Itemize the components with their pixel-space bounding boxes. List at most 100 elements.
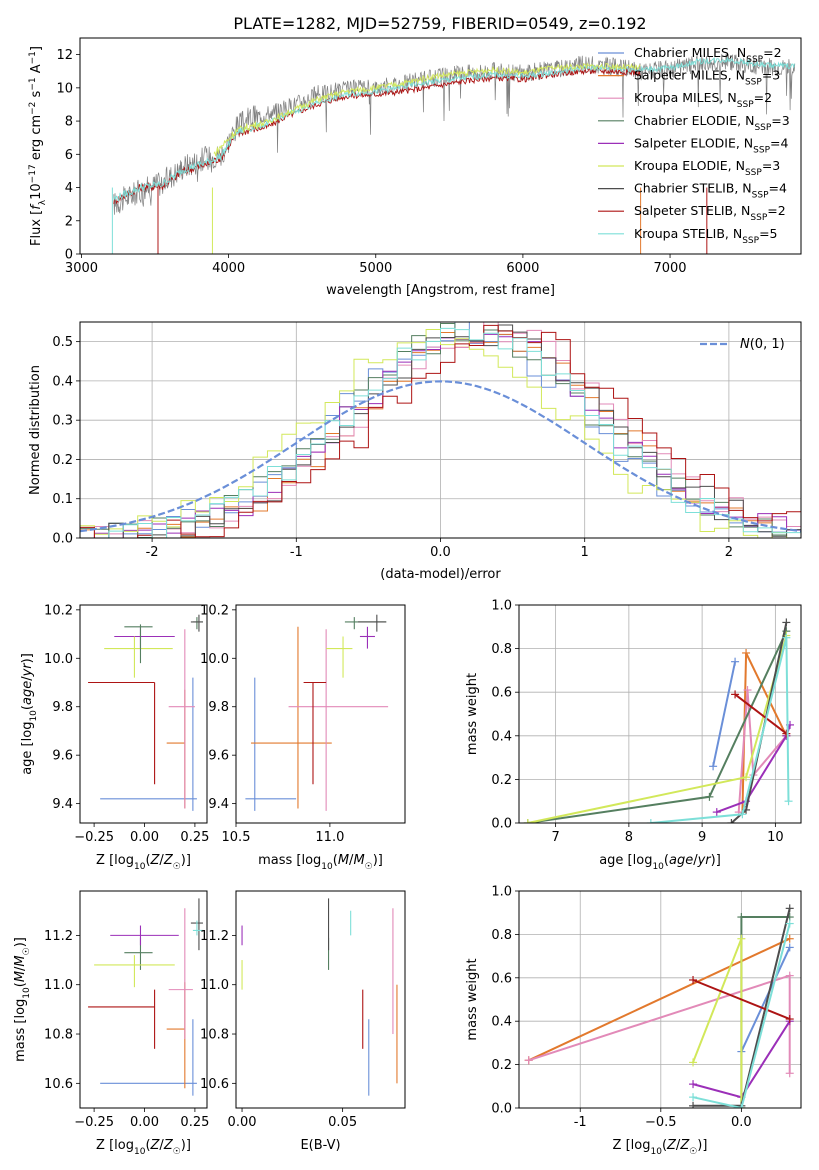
x-tick-label: 3000 — [65, 261, 98, 276]
axes-frame — [79, 37, 802, 255]
x-tick-label: -2 — [146, 545, 159, 560]
errorbar-point — [100, 677, 197, 811]
panel-residual_hist: -2 -1 0.0 1 2 0.0 0.1 0.2 0.3 0.4 0.5 N(0, 1) (data-… — [28, 321, 802, 582]
axes-frame — [79, 604, 208, 824]
y-tick-label: 0.2 — [491, 1058, 512, 1073]
x-tick-label: 0.00 — [228, 1115, 257, 1130]
x-tick-label: −0.5 — [645, 1115, 677, 1130]
y-axis-label: Normed distribution — [28, 365, 43, 495]
y-axis-label: mass [log10(M/M☉)] — [13, 937, 32, 1062]
weight-marker — [737, 913, 746, 922]
y-tick-label: 9.8 — [52, 700, 73, 715]
weight-marker — [523, 819, 532, 823]
y-tick-label: 10.6 — [44, 1077, 73, 1092]
weight-marker — [785, 1069, 794, 1078]
y-tick-label: 10.6 — [200, 1077, 229, 1092]
legend-label: Chabrier ELODIE, NSSP=3 — [634, 113, 790, 133]
axes-frame — [79, 890, 208, 1109]
plot-area — [88, 898, 203, 1096]
panel-age_vs_Z: −0.25 0.00 0.25 9.4 9.6 9.8 10.0 10.2 Z [log10(Z… — [20, 603, 209, 872]
y-tick-label: 0.6 — [491, 686, 512, 701]
y-tick-label: 0.2 — [52, 453, 73, 468]
errorbar-point — [303, 681, 327, 785]
errorbar-point — [88, 681, 156, 785]
axes-frame — [518, 604, 802, 824]
x-tick-label: −0.25 — [74, 1115, 114, 1130]
plot-area — [88, 614, 203, 811]
errorbar-point — [166, 982, 186, 1089]
hist-kroupa-stelib — [80, 327, 801, 538]
legend-label: Salpeter STELIB, NSSP=2 — [634, 203, 786, 223]
x-tick-label: 0.0 — [731, 1115, 752, 1130]
y-tick-label: 0.4 — [52, 374, 73, 389]
y-tick-label: 12 — [56, 48, 73, 63]
weight-marker — [705, 792, 714, 801]
spectrum-line-0 — [113, 53, 796, 215]
x-axis-label: E(B-V) — [300, 1138, 340, 1153]
weight-marker — [689, 1093, 698, 1102]
errorbar-point — [114, 626, 175, 649]
x-tick-label: 6000 — [506, 261, 539, 276]
x-tick-label: -1 — [290, 545, 303, 560]
weight-marker — [689, 1080, 698, 1089]
weight-line-8 — [692, 923, 791, 1108]
weight-marker — [785, 971, 794, 980]
axes-frame — [235, 604, 406, 824]
errorbar-point — [88, 989, 156, 1049]
weight-marker — [709, 762, 718, 771]
errorbar-point — [190, 614, 203, 632]
gaussian-curve — [80, 380, 801, 533]
x-axis-label: Z [log10(Z/Z☉)] — [96, 1138, 191, 1157]
weight-marker — [784, 797, 793, 806]
x-tick-label: 0.25 — [180, 830, 209, 845]
weight-marker — [737, 934, 746, 943]
y-axis-label: Flux [fλ10−17 erg cm−2 s−1 A−1] — [28, 46, 48, 246]
x-tick-label: 0.00 — [130, 830, 159, 845]
y-tick-label: 10.2 — [200, 603, 229, 618]
weight-line-2 — [528, 974, 791, 1074]
y-tick-label: 11.2 — [200, 929, 229, 944]
spectrum-line-3 — [213, 62, 641, 157]
weight-line-8 — [650, 637, 790, 823]
weight-line-2 — [737, 689, 788, 813]
y-tick-label: 9.6 — [208, 749, 229, 764]
plot-area — [80, 322, 801, 538]
axes-frame — [518, 890, 802, 1109]
hist-chabrier-stelib — [80, 324, 801, 538]
x-tick-label: −0.25 — [74, 830, 114, 845]
y-tick-label: 1.0 — [491, 885, 512, 900]
errorbar-point — [192, 617, 203, 630]
x-tick-label: 2 — [725, 545, 733, 560]
y-tick-label: 10 — [56, 81, 73, 96]
y-tick-label: 11.0 — [44, 978, 73, 993]
x-tick-label: -1 — [574, 1115, 587, 1130]
x-axis-label: mass [log10(M/M☉)] — [258, 853, 383, 872]
panel-mass_vs_ebv: 0.00 0.05 10.6 10.8 11.0 11.2 E(B-V) — [200, 890, 406, 1153]
x-axis-label: (data-model)/error — [380, 567, 501, 582]
legend-label: Kroupa ELODIE, NSSP=3 — [634, 158, 780, 178]
weight-marker — [727, 819, 736, 823]
errorbar-point — [168, 908, 193, 1039]
legend-label: Kroupa MILES, NSSP=2 — [634, 90, 772, 110]
weight-line-7 — [734, 693, 788, 735]
legend: Chabrier MILES, NSSP=2 Salpeter MILES, NS… — [598, 45, 790, 246]
legend-label: Salpeter MILES, NSSP=3 — [634, 68, 780, 88]
errorbar-point — [344, 617, 387, 630]
weight-marker — [731, 690, 740, 699]
x-tick-label: 8 — [625, 830, 633, 845]
panel-weight_vs_age: 7 8 9 10 0.0 0.2 0.4 0.6 0.8 1.0 age [log10(age/yr… — [465, 599, 802, 872]
legend-label: Chabrier STELIB, NSSP=4 — [634, 181, 787, 201]
plot-area — [245, 614, 389, 811]
y-tick-label: 0.0 — [491, 1102, 512, 1117]
figure-title: PLATE=1282, MJD=52759, FIBERID=0549, z=0… — [233, 14, 646, 33]
weight-marker — [785, 1015, 794, 1024]
x-tick-label: 0.25 — [180, 1115, 209, 1130]
errorbar-point — [251, 626, 332, 809]
x-tick-label: 10.5 — [222, 830, 251, 845]
y-axis-label: mass weight — [465, 958, 480, 1040]
y-tick-label: 11.2 — [44, 929, 73, 944]
y-tick-label: 0.0 — [52, 532, 73, 547]
x-tick-label: 0.00 — [130, 1115, 159, 1130]
weight-marker — [785, 943, 794, 952]
